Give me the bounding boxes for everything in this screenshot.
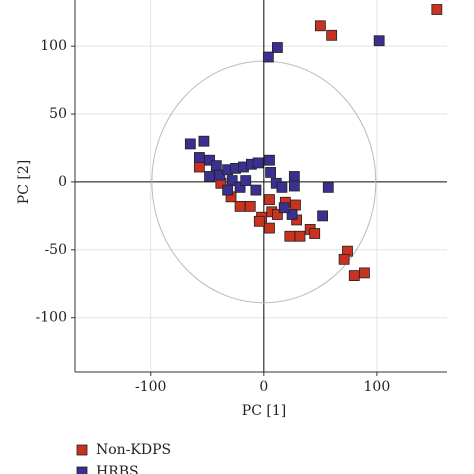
point (264, 154, 275, 166)
x-axis-label: PC [1] (242, 403, 286, 419)
y-axis-label: PC [2] (16, 160, 32, 204)
point (253, 215, 265, 227)
point (262, 51, 274, 63)
point (252, 157, 264, 169)
point (271, 209, 283, 220)
point (314, 20, 326, 32)
point (359, 267, 370, 279)
point (271, 42, 283, 53)
x-tick-label: 100 (364, 379, 391, 395)
y-tick-label: -100 (36, 310, 67, 326)
point (284, 230, 296, 242)
point (264, 222, 275, 234)
point (290, 199, 301, 211)
point (288, 171, 300, 182)
point (338, 253, 350, 265)
point (234, 200, 246, 212)
point (264, 194, 275, 205)
point (322, 181, 334, 193)
x-tick-label: -100 (135, 379, 166, 395)
point (294, 230, 306, 242)
y-tick-label: 50 (49, 106, 67, 122)
point (250, 184, 262, 196)
point (431, 4, 443, 15)
point (265, 167, 277, 178)
point (276, 181, 288, 193)
y-tick-label: -50 (44, 242, 67, 258)
legend-label: Non-KDPS (96, 442, 171, 458)
point (234, 181, 246, 193)
point (348, 270, 360, 282)
point (184, 138, 196, 150)
point (204, 171, 215, 182)
point (193, 161, 205, 173)
point (193, 152, 205, 163)
point (278, 202, 290, 214)
point (286, 209, 298, 220)
point (373, 35, 385, 47)
point (288, 180, 300, 192)
y-tick-label: 100 (40, 38, 67, 54)
point (240, 175, 252, 186)
point (326, 29, 338, 41)
point (210, 160, 222, 172)
point (222, 184, 234, 196)
legend-marker (76, 466, 88, 474)
point (317, 210, 329, 222)
point (198, 135, 210, 147)
legend-label: HRBS (96, 464, 139, 474)
point (244, 200, 256, 212)
x-tick-label: 0 (259, 379, 268, 395)
legend-marker (76, 444, 88, 456)
point (204, 154, 215, 166)
point (309, 228, 321, 239)
y-tick-label: 0 (58, 174, 67, 190)
